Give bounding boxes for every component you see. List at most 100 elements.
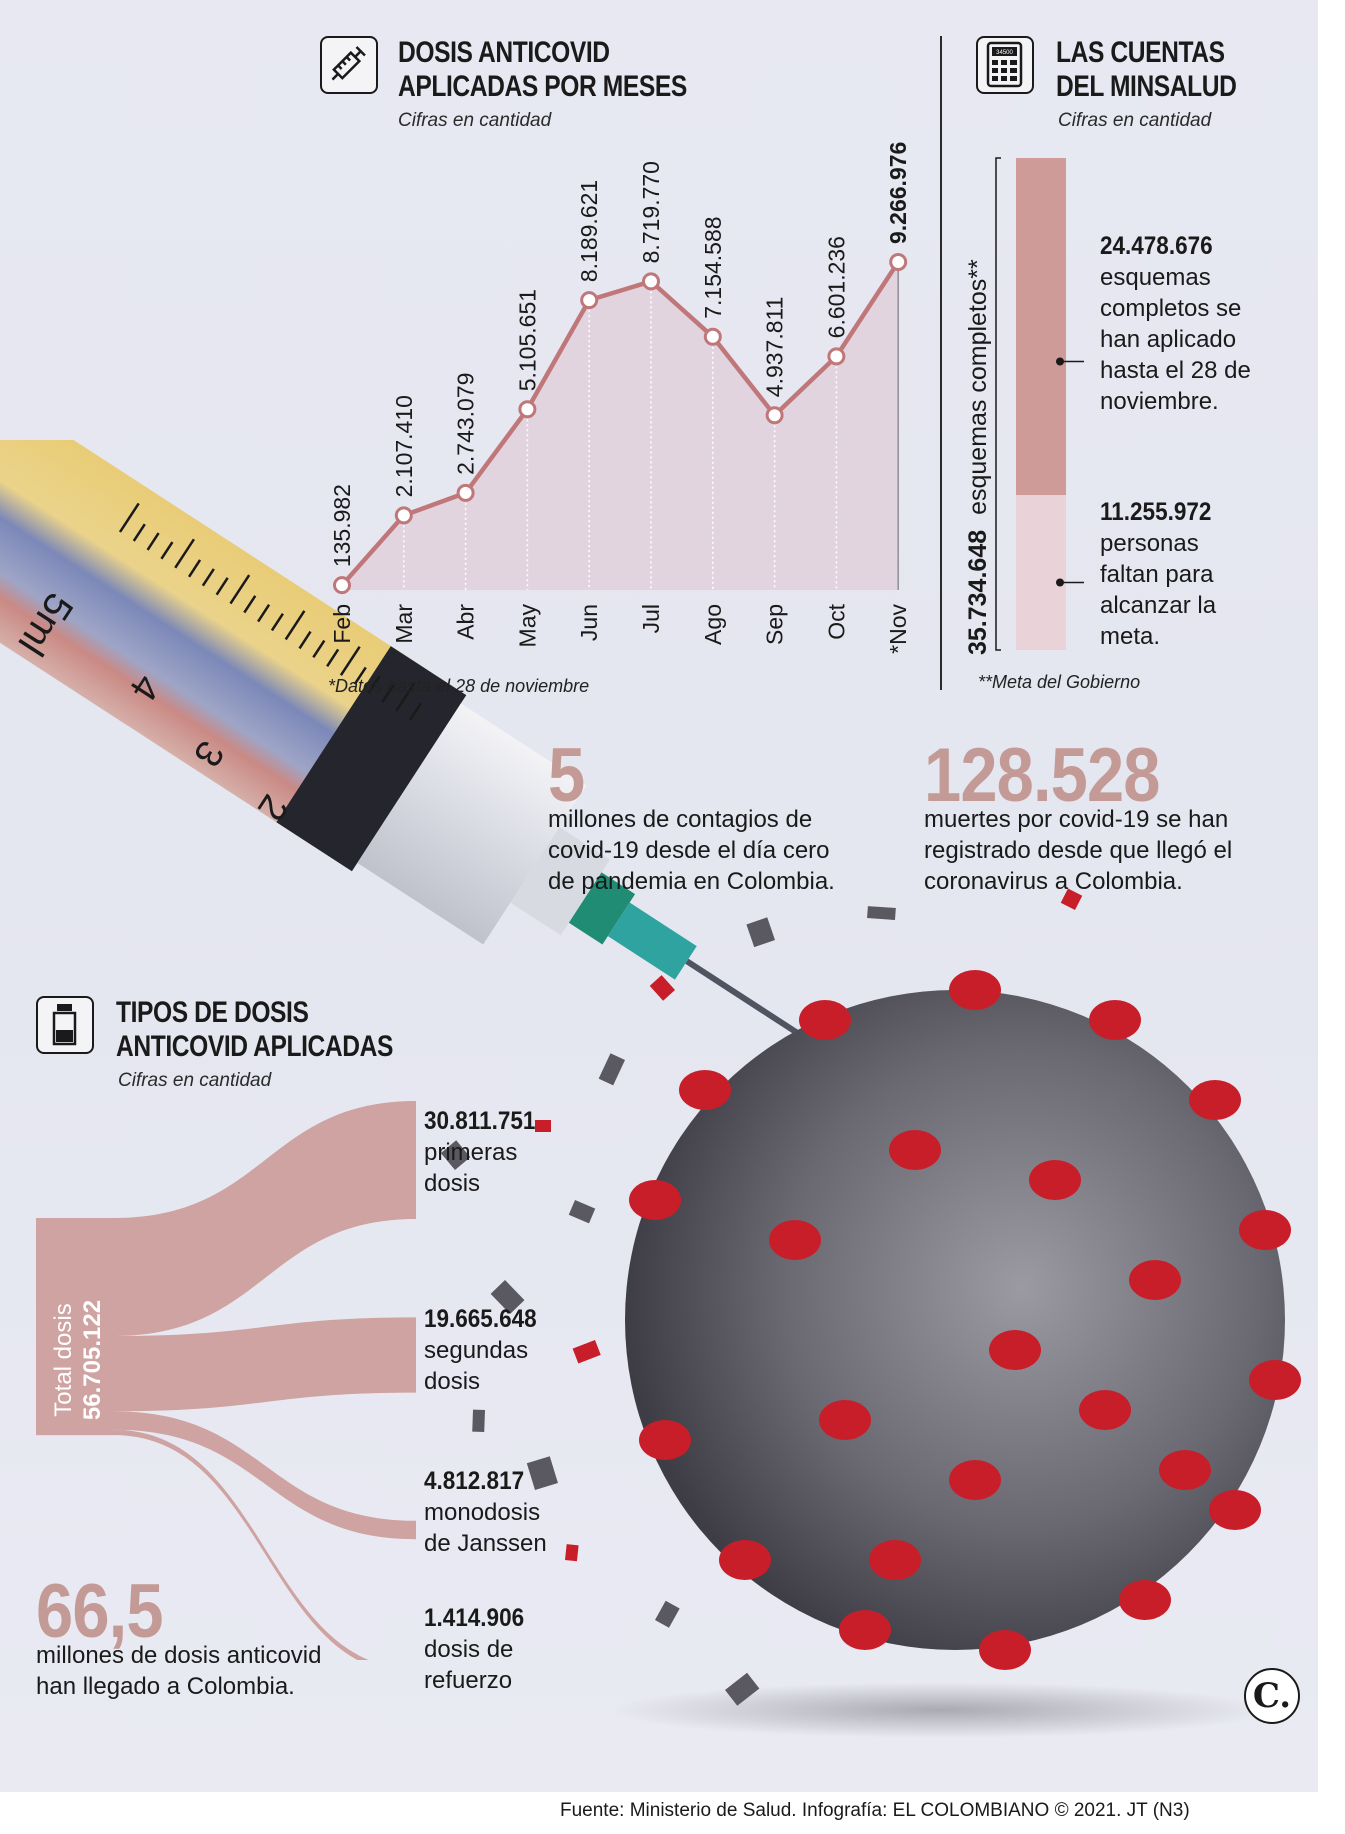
syringe-tick [243, 595, 257, 614]
data-point [827, 347, 846, 366]
cuentas-title-line1: LAS CUENTAS [1056, 36, 1225, 69]
cuentas-stacked-bar: 35.734.648 esquemas completos** [964, 157, 1084, 655]
cuentas-subtitle: Cifras en cantidad [1058, 110, 1212, 131]
virus-fragment [1060, 888, 1083, 911]
virus-spike [769, 1220, 821, 1260]
monthly-doses-chart: 135.982 Feb 2.107.410 Mar 2.743.079 Abr 5.105.… [329, 142, 911, 654]
llegadas-value: 66,5 [36, 1569, 164, 1654]
column-divider [940, 36, 942, 690]
tipos-title-line2: ANTICOVID APLICADAS [116, 1030, 393, 1063]
data-label: 8.189.621 [576, 180, 602, 282]
bar-segment-completed [1016, 158, 1066, 496]
flow-text-segundas-2: dosis [424, 1368, 481, 1395]
virus-spike [1189, 1080, 1241, 1120]
x-tick-label: Sep [762, 604, 788, 645]
data-point [394, 506, 413, 525]
syringe-tick [118, 502, 140, 533]
flow-text-segundas-1: segundas [424, 1337, 529, 1364]
contagios-value: 5 [548, 733, 585, 818]
data-point [580, 291, 599, 310]
flow-text-refuerzo-1: dosis de [424, 1636, 514, 1663]
monthly-chart-note: *Datos hasta el 28 de noviembre [328, 676, 590, 696]
syringe-tick [367, 675, 381, 694]
completed-text: esquemas completos se han aplicado hasta… [1100, 264, 1251, 415]
data-label: 2.107.410 [391, 395, 417, 497]
calculator-icon: 34500 [976, 36, 1034, 94]
virus-fragment [526, 1456, 558, 1491]
virus-fragment [490, 1280, 525, 1315]
virus-spike [979, 1630, 1031, 1670]
x-tick-label: Mar [391, 604, 417, 644]
flow-value-janssen: 4.812.817 [424, 1467, 525, 1495]
syringe-tick [312, 639, 326, 659]
flow-text-janssen-1: monodosis [424, 1499, 541, 1526]
virus-spike [629, 1180, 681, 1220]
syringe-tick [257, 604, 271, 623]
syringe-virus-illustration: 5ml 4 3 2 [0, 440, 1301, 1738]
monthly-chart-title-line1: DOSIS ANTICOVID [398, 36, 610, 69]
monthly-chart-title-line2: APLICADAS POR MESES [398, 70, 687, 103]
syringe-tick [132, 523, 146, 542]
virus-spike [989, 1330, 1041, 1370]
data-label: 7.154.588 [700, 216, 726, 318]
flow-band [114, 1411, 416, 1540]
data-point [333, 576, 351, 595]
syringe-tick [381, 684, 395, 703]
area-fill [342, 262, 899, 590]
virus-fragment [535, 1120, 551, 1132]
virus-fragment [440, 1140, 471, 1170]
flow-band [114, 1101, 416, 1336]
data-point [889, 253, 908, 271]
virus-spike [819, 1400, 871, 1440]
flow-band [114, 1317, 416, 1412]
x-tick-label: May [514, 604, 540, 648]
virus-spike [1089, 1000, 1141, 1040]
muertes-value: 128.528 [924, 733, 1160, 818]
completed-value: 24.478.676 [1100, 232, 1213, 260]
syringe-tick [408, 702, 423, 721]
tipos-subtitle: Cifras en cantidad [118, 1070, 272, 1091]
flow-total-label: Total dosis [50, 1303, 77, 1416]
virus-spike [1119, 1580, 1171, 1620]
flow-text-primeras-1: primeras [424, 1139, 518, 1166]
x-tick-label: Oct [823, 603, 849, 639]
llegadas-text: millones de dosis anticovid han llegado … [36, 1642, 322, 1700]
virus-spike [1079, 1390, 1131, 1430]
leader-dot-completed [1056, 357, 1064, 366]
syringe-tick [188, 559, 202, 578]
syringe-tick [160, 541, 174, 560]
syringe-tick [339, 645, 361, 676]
monthly-chart-subtitle: Cifras en cantidad [398, 110, 552, 131]
flow-text-janssen-2: de Janssen [424, 1530, 547, 1557]
virus-fragment [746, 917, 776, 948]
syringe-tick [229, 574, 251, 605]
infographic-canvas: 5ml 4 3 2 DOSIS ANTICOVID APLICADAS [0, 0, 1318, 1792]
syringe-tick [201, 568, 215, 587]
svg-text:35.734.648 esquemas comp: 35.734.648 esquemas completos** [964, 259, 992, 655]
missing-text: personas faltan para alcanzar la meta. [1100, 530, 1217, 650]
data-point [518, 400, 537, 419]
data-label: 135.982 [329, 484, 355, 567]
virus-fragment [654, 1600, 680, 1628]
x-tick-label: Jul [638, 604, 664, 633]
syringe-tick [270, 612, 284, 632]
virus-spike [1159, 1450, 1211, 1490]
virus-fragment [572, 1340, 601, 1364]
virus-spike [949, 970, 1001, 1010]
virus-spike [869, 1540, 921, 1580]
x-tick-label: Abr [453, 604, 479, 640]
syringe-tick [215, 577, 229, 596]
tipos-title-line1: TIPOS DE DOSIS [116, 996, 309, 1029]
data-point [456, 483, 475, 502]
virus-spike [679, 1070, 731, 1110]
virus-fragment [725, 1672, 760, 1706]
virus-spike [1209, 1490, 1261, 1530]
data-label: 6.601.236 [823, 236, 849, 338]
syringe-drawing: 5ml 4 3 2 [0, 440, 907, 1106]
virus-fragment [565, 1544, 579, 1562]
data-point [765, 406, 784, 425]
virus-fragment [598, 1053, 625, 1086]
virus-fragment [867, 906, 896, 920]
x-tick-label: Ago [700, 604, 726, 645]
cuentas-total-value: 35.734.648 [964, 530, 992, 655]
